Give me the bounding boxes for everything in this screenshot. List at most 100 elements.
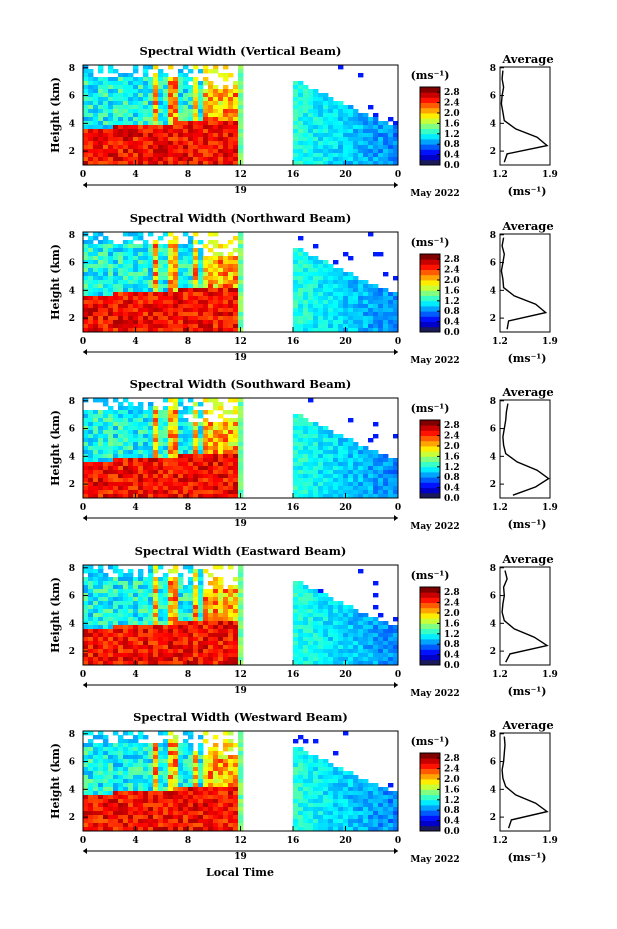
x-tick-label: 20 xyxy=(339,836,352,846)
avg-x-tick-label: 1.2 xyxy=(492,670,508,680)
avg-x-tick-label: 1.9 xyxy=(542,170,558,180)
x-tick-label: 4 xyxy=(132,170,138,180)
colorbar-tick-label: 0.0 xyxy=(444,161,460,171)
x-tick-label: 8 xyxy=(185,836,191,846)
x-tick-label: 0 xyxy=(395,836,401,846)
colorbar-tick-label: 1.2 xyxy=(444,297,460,307)
avg-y-tick-label: 6 xyxy=(490,592,496,602)
avg-x-tick-label: 1.2 xyxy=(492,836,508,846)
colorbar-tick-label: 1.2 xyxy=(444,463,460,473)
colorbar-tick-label: 1.6 xyxy=(444,286,460,296)
colorbar-unit: (ms⁻¹) xyxy=(411,236,450,249)
colorbar-tick-label: 2.8 xyxy=(444,421,460,431)
panel-2: Spectral Width (Northward Beam) 2 4 6 8 Heigh… xyxy=(49,211,558,366)
avg-profile-line xyxy=(500,70,549,163)
avg-y-tick-label: 8 xyxy=(490,730,496,740)
x-tick-label: 0 xyxy=(395,503,401,513)
y-tick-label: 4 xyxy=(69,286,75,296)
y-tick-label: 2 xyxy=(69,314,75,324)
avg-frame xyxy=(499,732,551,832)
x-tick-label: 16 xyxy=(287,170,300,180)
colorbar-tick-label: 1.6 xyxy=(444,619,460,629)
avg-y-tick-label: 4 xyxy=(490,119,496,129)
avg-y-tick-label: 4 xyxy=(490,286,496,296)
avg-x-tick-label: 1.2 xyxy=(492,170,508,180)
avg-unit: (ms⁻¹) xyxy=(508,851,547,864)
day-label: 19 xyxy=(234,686,247,696)
x-tick-label: 4 xyxy=(132,503,138,513)
avg-y-tick-label: 8 xyxy=(490,397,496,407)
panel-3: Spectral Width (Southward Beam) 2 4 6 8 Heigh… xyxy=(49,377,558,532)
x-tick-label: 12 xyxy=(234,670,247,680)
avg-x-tick-label: 1.2 xyxy=(492,503,508,513)
colorbar-unit: (ms⁻¹) xyxy=(411,569,450,582)
x-tick-label: 0 xyxy=(395,337,401,347)
colorbar-tick-label: 1.6 xyxy=(444,119,460,129)
colorbar-tick-label: 0.8 xyxy=(444,307,460,317)
avg-y-tick-label: 8 xyxy=(490,64,496,74)
avg-y-tick-label: 6 xyxy=(490,425,496,435)
y-tick-label: 6 xyxy=(69,425,75,435)
x-tick-label: 8 xyxy=(185,670,191,680)
colorbar-tick-label: 0.4 xyxy=(444,151,460,161)
colorbar-frame xyxy=(419,86,441,166)
colorbar-tick-label: 1.2 xyxy=(444,630,460,640)
x-tick-label: 16 xyxy=(287,503,300,513)
colorbar-tick-label: 2.4 xyxy=(444,432,460,442)
day-line-arrow-right xyxy=(394,349,398,355)
x-tick-label: 16 xyxy=(287,836,300,846)
colorbar-tick-label: 2.0 xyxy=(444,276,460,286)
x-axis-label: Local Time xyxy=(206,866,274,879)
colorbar-tick-label: 2.8 xyxy=(444,754,460,764)
x-tick-label: 4 xyxy=(132,670,138,680)
colorbar-tick-label: 2.0 xyxy=(444,442,460,452)
colorbar-tick-label: 2.0 xyxy=(444,775,460,785)
avg-profile-line xyxy=(500,237,548,330)
colorbar-tick-label: 1.2 xyxy=(444,796,460,806)
colorbar-frame xyxy=(419,752,441,832)
day-line-arrow-right xyxy=(394,682,398,688)
panel-title: Spectral Width (Northward Beam) xyxy=(130,211,352,225)
day-line-arrow-left xyxy=(83,182,87,188)
colorbar-unit: (ms⁻¹) xyxy=(411,69,450,82)
month-label: May 2022 xyxy=(410,855,459,865)
x-tick-label: 20 xyxy=(339,670,352,680)
avg-x-tick-label: 1.9 xyxy=(542,503,558,513)
colorbar-tick-label: 2.8 xyxy=(444,588,460,598)
colorbar-tick-label: 0.4 xyxy=(444,651,460,661)
colorbar-tick-label: 2.8 xyxy=(444,88,460,98)
y-tick-label: 8 xyxy=(69,730,75,740)
colorbar-tick-label: 2.4 xyxy=(444,266,460,276)
panel-1: Spectral Width (Vertical Beam) 2 4 6 8 Height… xyxy=(49,44,558,199)
colorbar-frame xyxy=(419,253,441,333)
y-tick-label: 2 xyxy=(69,480,75,490)
y-tick-label: 4 xyxy=(69,619,75,629)
y-axis-label: Height (km) xyxy=(49,410,62,486)
month-label: May 2022 xyxy=(410,189,459,199)
colorbar-tick-label: 0.4 xyxy=(444,318,460,328)
x-tick-label: 8 xyxy=(185,170,191,180)
avg-unit: (ms⁻¹) xyxy=(508,685,547,698)
avg-unit: (ms⁻¹) xyxy=(508,518,547,531)
x-tick-label: 16 xyxy=(287,670,300,680)
colorbar-tick-label: 2.4 xyxy=(444,99,460,109)
x-tick-label: 12 xyxy=(234,503,247,513)
heatmap xyxy=(83,398,399,499)
avg-y-tick-label: 6 xyxy=(490,758,496,768)
day-label: 19 xyxy=(234,852,247,862)
avg-profile-line xyxy=(501,736,549,829)
y-tick-label: 2 xyxy=(69,147,75,157)
avg-x-tick-label: 1.9 xyxy=(542,337,558,347)
day-line-arrow-left xyxy=(83,349,87,355)
panel-title: Spectral Width (Westward Beam) xyxy=(133,710,348,724)
avg-title: Average xyxy=(501,718,553,732)
x-tick-label: 0 xyxy=(80,670,86,680)
colorbar xyxy=(420,87,440,166)
avg-profile-line xyxy=(501,570,549,663)
month-label: May 2022 xyxy=(410,689,459,699)
day-line-arrow-left xyxy=(83,515,87,521)
colorbar-tick-label: 1.6 xyxy=(444,452,460,462)
colorbar-tick-label: 2.8 xyxy=(444,255,460,265)
x-tick-label: 0 xyxy=(80,337,86,347)
